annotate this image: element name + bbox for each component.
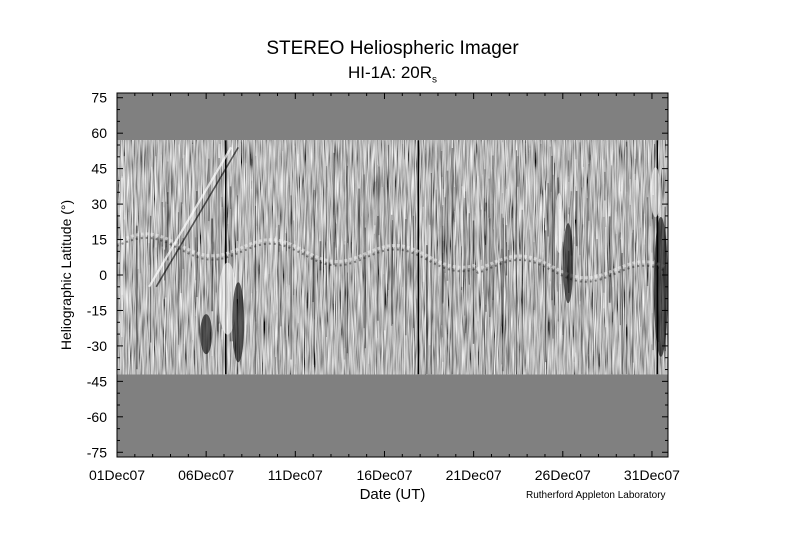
x-tick-label: 01Dec07 [89, 467, 145, 483]
y-tick-label: 75 [91, 90, 107, 106]
feature-blob [650, 167, 661, 218]
x-axis-label: Date (UT) [359, 486, 426, 503]
feature-blob [563, 223, 574, 304]
y-tick-label: 0 [99, 267, 107, 283]
y-tick-label: -45 [87, 373, 107, 389]
credit-label: Rutherford Appleton Laboratory [526, 490, 666, 501]
x-tick-label: 31Dec07 [624, 467, 680, 483]
chart-subtitle: HI-1A: 20Rs [0, 63, 785, 85]
y-tick-label: 30 [91, 196, 107, 212]
data-features [116, 140, 669, 375]
x-tick-label: 16Dec07 [356, 467, 412, 483]
chart-title: STEREO Heliospheric Imager [266, 38, 519, 59]
x-tick-label: 06Dec07 [178, 467, 234, 483]
feature-blob [555, 193, 564, 253]
feature-blob [653, 216, 668, 357]
y-axis-label: Heliographic Latitude (°) [58, 199, 74, 351]
y-tick-label: 15 [91, 232, 107, 248]
y-tick-label: 45 [91, 161, 107, 177]
y-tick-label: 60 [91, 125, 107, 141]
feature-blob [200, 314, 213, 355]
y-tick-label: -60 [87, 409, 107, 425]
cme-track [148, 146, 233, 288]
subtitle-main: HI-1A: 20R [347, 63, 433, 82]
axes: 75 60 45 30 15 0 -15 -30 -45 -60 -75 01Dec07 06Dec07… [87, 90, 680, 483]
x-tick-label: 26Dec07 [535, 467, 591, 483]
x-tick-label: 11Dec07 [268, 467, 323, 483]
subtitle-subscript: s [432, 74, 438, 86]
x-tick-label: 21Dec07 [446, 467, 502, 483]
streamer-belt-dark [116, 236, 666, 283]
y-tick-label: -30 [87, 338, 107, 354]
feature-blob [232, 282, 245, 363]
plot-area [117, 93, 668, 457]
streamer-belt-bright [116, 232, 666, 280]
cme-track-shadow [155, 146, 239, 288]
feature-blob [218, 262, 237, 335]
y-tick-label: -15 [87, 302, 107, 318]
y-tick-label: -75 [87, 444, 107, 460]
